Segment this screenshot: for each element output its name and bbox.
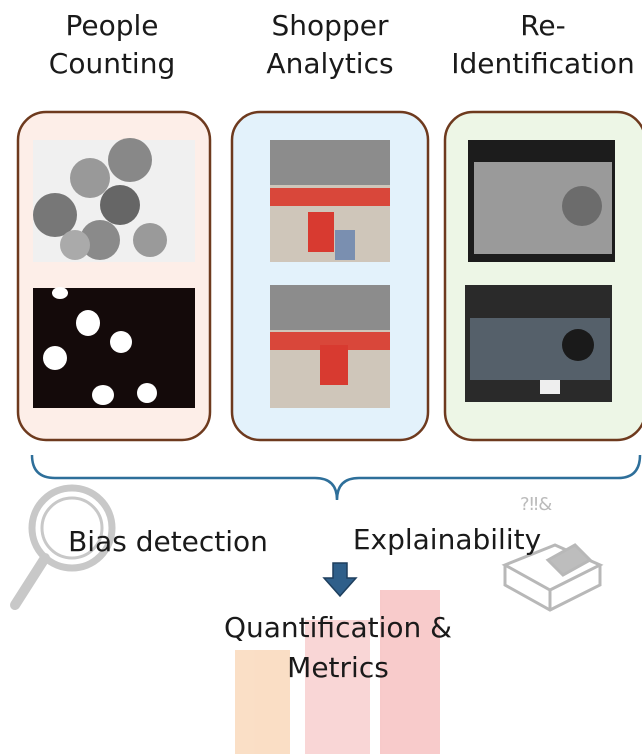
bar-icon (235, 650, 290, 754)
depth-image (33, 138, 195, 262)
metric-bars (235, 590, 440, 754)
column-title: Shopper (272, 9, 389, 42)
column-title: Identification (451, 47, 635, 80)
column-title: Counting (49, 47, 175, 80)
depth-image (468, 140, 615, 262)
column-title: Re- (520, 9, 566, 42)
camera-image (465, 285, 612, 402)
label: Quantification & (224, 611, 452, 644)
brace (30, 454, 642, 501)
bar-icon (380, 590, 440, 754)
column-title: People (65, 9, 158, 42)
shelf-image (270, 285, 390, 408)
label: Explainability (353, 523, 541, 556)
magnifier-icon (10, 484, 116, 610)
column-title: Analytics (266, 47, 393, 80)
mask-image (33, 287, 195, 408)
bar-icon (305, 620, 370, 754)
box-icon: ?‼& (501, 494, 604, 612)
label: Metrics (287, 651, 389, 684)
arrow (322, 562, 358, 598)
shelf-image (270, 140, 390, 262)
svg-text:?‼&: ?‼& (520, 494, 552, 515)
label: Bias detection (68, 525, 268, 558)
